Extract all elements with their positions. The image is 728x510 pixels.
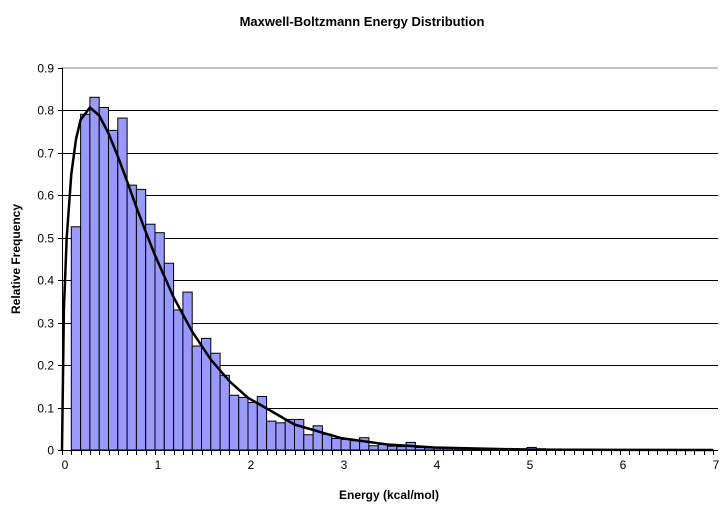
y-tick-label: 0.3 — [37, 317, 54, 331]
x-tick-label: 0 — [62, 458, 69, 472]
y-tick-label: 0.7 — [37, 147, 54, 161]
y-tick-label: 0 — [47, 444, 54, 458]
x-tick-label: 5 — [527, 458, 534, 472]
histogram-bar — [359, 437, 370, 451]
histogram-bar — [98, 106, 109, 451]
x-tick-label: 4 — [434, 458, 441, 472]
histogram-bars — [70, 96, 714, 451]
histogram-bar — [201, 337, 212, 451]
histogram-bar — [321, 433, 333, 451]
histogram-bar — [340, 438, 351, 451]
x-axis-title: Energy (kcal/mol) — [339, 488, 439, 502]
histogram-bar — [126, 184, 137, 451]
histogram-bar — [396, 446, 407, 451]
histogram-bar — [349, 440, 361, 451]
fitted-curve — [60, 106, 714, 452]
histogram-bar — [331, 438, 342, 451]
histogram-bar — [247, 401, 258, 451]
histogram-bar — [108, 129, 119, 451]
y-tick-label: 0.4 — [37, 274, 54, 288]
y-tick-label: 0.1 — [37, 402, 54, 416]
histogram-bar — [173, 309, 184, 451]
y-axis-title: Relative Frequency — [9, 204, 23, 314]
histogram-bar — [228, 394, 240, 451]
histogram-bar — [368, 445, 379, 451]
y-tick-label: 0.8 — [37, 104, 54, 118]
x-tick-label: 3 — [341, 458, 348, 472]
y-tick-label: 0.2 — [37, 359, 54, 373]
histogram-bar — [80, 113, 91, 451]
histogram-bar — [275, 422, 286, 451]
x-tick-label: 2 — [248, 458, 255, 472]
histogram-bar — [303, 434, 314, 451]
y-tick-label: 0.5 — [37, 232, 54, 246]
x-tick-label: 6 — [620, 458, 627, 472]
histogram-bar — [266, 420, 277, 451]
y-tick-label: 0.6 — [37, 189, 54, 203]
histogram-bar — [89, 96, 100, 451]
chart-title: Maxwell-Boltzmann Energy Distribution — [240, 14, 485, 29]
fitted-curve-group — [60, 106, 714, 452]
histogram-bar — [145, 223, 156, 451]
histogram-bar — [219, 374, 230, 451]
histogram-bar — [238, 396, 249, 451]
y-tick-label: 0.9 — [37, 62, 54, 76]
x-tick-label: 7 — [713, 458, 720, 472]
x-tick-label: 1 — [155, 458, 162, 472]
histogram-bar — [70, 226, 82, 451]
histogram-bar — [191, 345, 202, 451]
histogram-bar — [387, 445, 398, 451]
